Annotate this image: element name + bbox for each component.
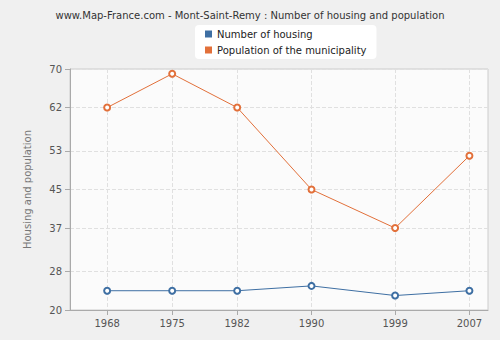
svg-text:1982: 1982: [224, 318, 249, 329]
svg-text:1999: 1999: [382, 318, 407, 329]
svg-text:62: 62: [49, 102, 62, 113]
svg-text:70: 70: [49, 64, 62, 75]
svg-text:28: 28: [49, 266, 62, 277]
svg-text:1990: 1990: [299, 318, 324, 329]
svg-text:53: 53: [49, 145, 62, 156]
svg-text:1975: 1975: [159, 318, 184, 329]
svg-text:20: 20: [49, 305, 62, 316]
svg-text:Population of the municipality: Population of the municipality: [217, 45, 367, 56]
svg-text:45: 45: [49, 184, 62, 195]
svg-text:Housing and population: Housing and population: [22, 130, 33, 249]
svg-text:2007: 2007: [457, 318, 482, 329]
svg-text:Number of housing: Number of housing: [217, 29, 313, 40]
svg-text:www.Map-France.com - Mont-Sain: www.Map-France.com - Mont-Saint-Remy : N…: [55, 10, 444, 21]
svg-text:1968: 1968: [94, 318, 119, 329]
svg-text:37: 37: [49, 223, 62, 234]
